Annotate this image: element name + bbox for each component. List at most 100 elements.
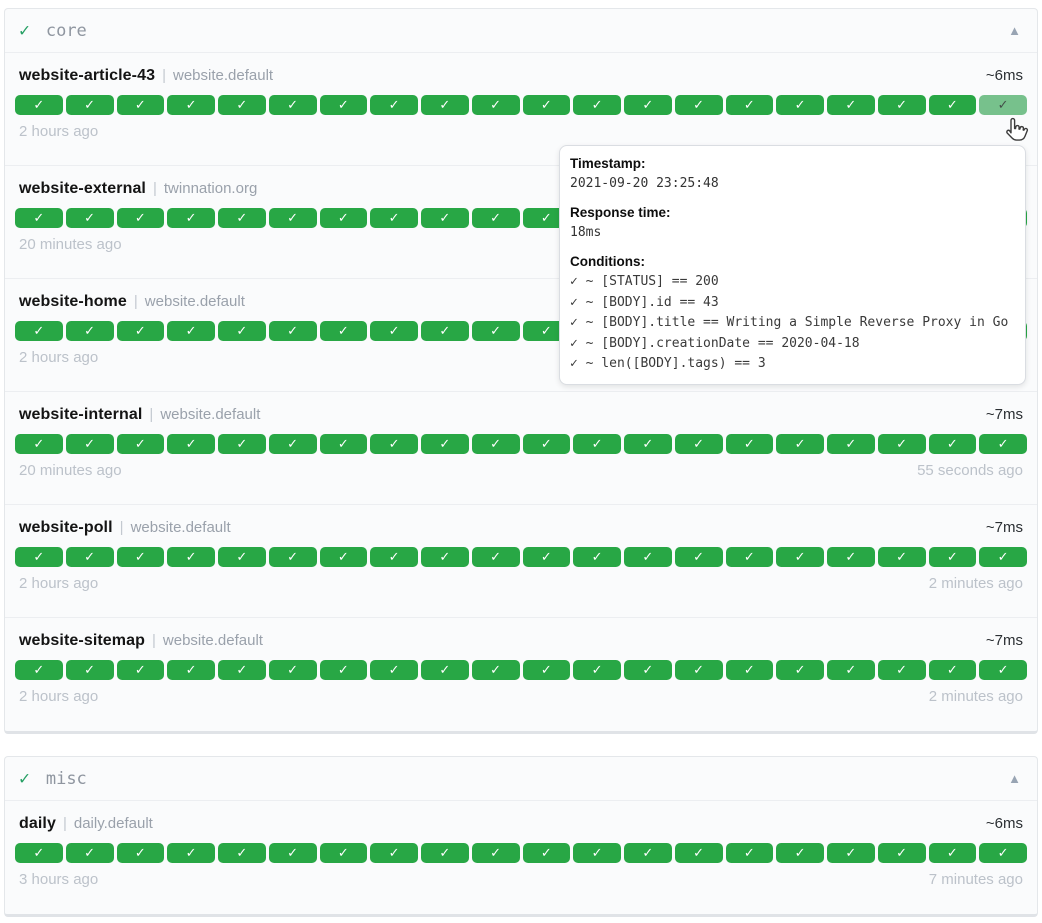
status-badge[interactable]: ✓ [370,843,418,863]
status-badge[interactable]: ✓ [928,660,977,680]
status-badge[interactable]: ✓ [877,843,926,863]
status-badge[interactable]: ✓ [167,547,215,567]
status-badge[interactable]: ✓ [624,95,672,115]
status-badge[interactable]: ✓ [725,660,774,680]
status-badge[interactable]: ✓ [167,321,215,341]
status-badge[interactable]: ✓ [218,95,266,115]
status-badge[interactable]: ✓ [218,321,266,341]
status-badge[interactable]: ✓ [370,660,418,680]
status-badge[interactable]: ✓ [15,208,63,228]
status-badge[interactable]: ✓ [268,547,317,567]
status-badge[interactable]: ✓ [877,547,926,567]
status-badge[interactable]: ✓ [471,208,520,228]
status-badge[interactable]: ✓ [573,434,621,454]
status-badge[interactable]: ✓ [268,660,317,680]
status-badge[interactable]: ✓ [624,843,672,863]
status-badge[interactable]: ✓ [218,843,266,863]
status-badge[interactable]: ✓ [421,208,469,228]
status-badge[interactable]: ✓ [471,547,520,567]
status-badge[interactable]: ✓ [421,660,469,680]
status-badge[interactable]: ✓ [218,660,266,680]
status-badge[interactable]: ✓ [268,434,317,454]
status-badge[interactable]: ✓ [319,843,368,863]
status-badge[interactable]: ✓ [573,95,621,115]
status-badge[interactable]: ✓ [979,547,1027,567]
status-badge[interactable]: ✓ [522,547,571,567]
status-badge[interactable]: ✓ [827,843,875,863]
status-badge[interactable]: ✓ [928,843,977,863]
status-badge[interactable]: ✓ [319,434,368,454]
status-badge[interactable]: ✓ [167,434,215,454]
status-badge[interactable]: ✓ [979,434,1027,454]
status-badge[interactable]: ✓ [522,95,571,115]
status-badge[interactable]: ✓ [218,434,266,454]
status-badge[interactable]: ✓ [421,321,469,341]
group-header-core[interactable]: ✓ core ▲ [5,9,1037,53]
status-badge[interactable]: ✓ [827,660,875,680]
status-badge[interactable]: ✓ [15,434,63,454]
status-badge[interactable]: ✓ [116,208,165,228]
status-badge[interactable]: ✓ [877,95,926,115]
status-badge[interactable]: ✓ [167,843,215,863]
status-badge[interactable]: ✓ [268,95,317,115]
status-badge[interactable]: ✓ [370,208,418,228]
collapse-triangle-icon[interactable]: ▲ [1008,771,1021,786]
status-badge[interactable]: ✓ [15,95,63,115]
status-badge[interactable]: ✓ [522,321,571,341]
status-badge[interactable]: ✓ [573,547,621,567]
status-badge[interactable]: ✓ [15,321,63,341]
status-badge[interactable]: ✓ [167,660,215,680]
status-badge[interactable]: ✓ [522,843,571,863]
status-badge[interactable]: ✓ [877,434,926,454]
status-badge[interactable]: ✓ [116,843,165,863]
status-badge[interactable]: ✓ [979,843,1027,863]
status-badge[interactable]: ✓ [573,843,621,863]
status-badge[interactable]: ✓ [776,95,824,115]
status-badge[interactable]: ✓ [65,434,114,454]
status-badge[interactable]: ✓ [65,208,114,228]
status-badge[interactable]: ✓ [268,208,317,228]
status-badge[interactable]: ✓ [65,321,114,341]
status-badge[interactable]: ✓ [877,660,926,680]
status-badge[interactable]: ✓ [522,434,571,454]
status-badge[interactable]: ✓ [15,547,63,567]
status-badge[interactable]: ✓ [979,660,1027,680]
group-header-misc[interactable]: ✓ misc ▲ [5,757,1037,801]
status-badge[interactable]: ✓ [421,434,469,454]
status-badge[interactable]: ✓ [268,321,317,341]
status-badge[interactable]: ✓ [725,547,774,567]
status-badge[interactable]: ✓ [776,547,824,567]
status-badge[interactable]: ✓ [421,95,469,115]
status-badge[interactable]: ✓ [65,843,114,863]
status-badge[interactable]: ✓ [827,95,875,115]
status-badge[interactable]: ✓ [116,547,165,567]
status-badge[interactable]: ✓ [116,660,165,680]
status-badge[interactable]: ✓ [928,95,977,115]
status-badge[interactable]: ✓ [725,843,774,863]
status-badge[interactable]: ✓ [674,843,723,863]
status-badge[interactable]: ✓ [674,660,723,680]
status-badge[interactable]: ✓ [319,208,368,228]
status-badge[interactable]: ✓ [167,95,215,115]
status-badge[interactable]: ✓ [471,321,520,341]
status-badge[interactable]: ✓ [218,208,266,228]
status-badge[interactable]: ✓ [471,660,520,680]
status-badge[interactable]: ✓ [370,95,418,115]
status-badge[interactable]: ✓ [522,208,571,228]
status-badge[interactable]: ✓ [268,843,317,863]
status-badge[interactable]: ✓ [370,547,418,567]
status-badge[interactable]: ✓ [928,434,977,454]
status-badge[interactable]: ✓ [624,434,672,454]
status-badge[interactable]: ✓ [725,95,774,115]
status-badge[interactable]: ✓ [522,660,571,680]
status-badge[interactable]: ✓ [471,434,520,454]
status-badge[interactable]: ✓ [116,321,165,341]
status-badge[interactable]: ✓ [421,547,469,567]
status-badge[interactable]: ✓ [65,660,114,680]
status-badge[interactable]: ✓ [471,95,520,115]
status-badge[interactable]: ✓ [65,95,114,115]
collapse-triangle-icon[interactable]: ▲ [1008,23,1021,38]
status-badge[interactable]: ✓ [15,843,63,863]
status-badge[interactable]: ✓ [65,547,114,567]
status-badge[interactable]: ✓ [624,547,672,567]
